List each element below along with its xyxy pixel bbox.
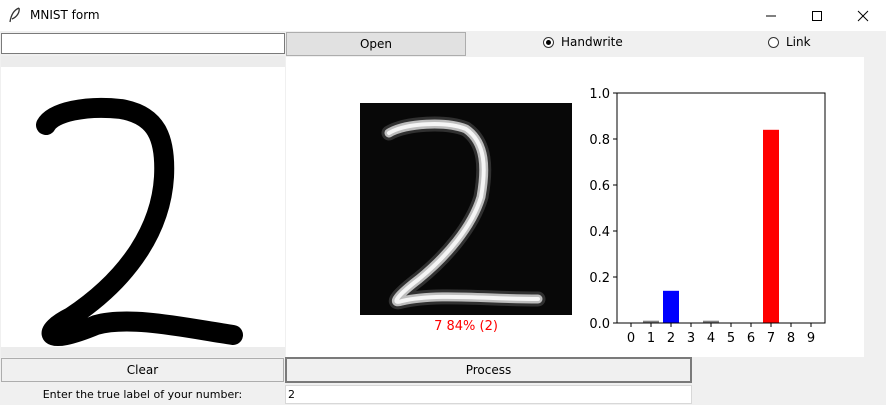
y-tick-label: 0.8 [589, 133, 610, 148]
x-tick-label: 5 [727, 331, 735, 346]
canvas-border-top [1, 56, 285, 67]
radio-link-label: Link [786, 35, 811, 49]
y-tick-label: 0.2 [589, 271, 610, 286]
title-bar: MNIST form [0, 0, 886, 31]
chart-axes-frame [616, 92, 826, 324]
radio-handwrite[interactable]: Handwrite [543, 35, 643, 51]
maximize-icon [812, 11, 822, 21]
x-tick-label: 1 [647, 331, 655, 346]
y-tick-label: 0.4 [589, 225, 610, 240]
bar-digit-4 [703, 320, 719, 323]
close-button[interactable] [840, 0, 886, 31]
drawing-canvas[interactable] [1, 67, 285, 347]
radio-indicator [768, 37, 779, 48]
minimize-icon [766, 15, 776, 17]
y-tick-label: 1.0 [589, 87, 610, 102]
bar-digit-2 [663, 290, 679, 323]
prediction-caption: 7 84% (2) [434, 319, 498, 334]
x-tick-label: 4 [707, 331, 715, 346]
canvas-border-bottom [1, 347, 285, 357]
x-tick-label: 7 [767, 331, 775, 346]
x-tick-label: 2 [667, 331, 675, 346]
bar-digit-1 [643, 320, 659, 323]
probability-bar-chart: 0.0 0.2 0.4 0.6 0.8 1.0 0 1 2 3 4 5 6 7 8 9 [589, 87, 826, 346]
process-button[interactable]: Process [285, 357, 692, 383]
y-tick-label: 0.6 [589, 179, 610, 194]
open-button[interactable]: Open [286, 32, 466, 56]
main-form: Open Handwrite Link 7 84% (2) 0.0 0 [0, 31, 886, 405]
close-icon [857, 10, 869, 22]
radio-link[interactable]: Link [768, 35, 828, 51]
x-tick-label: 9 [807, 331, 815, 346]
true-label-input[interactable]: 2 [285, 385, 692, 404]
radio-indicator [543, 37, 554, 48]
radio-handwrite-label: Handwrite [561, 35, 623, 49]
mnist-preview-image [360, 103, 572, 315]
y-tick-label: 0.0 [589, 317, 610, 332]
true-label-prompt: Enter the true label of your number: [42, 388, 243, 401]
result-figure: 7 84% (2) 0.0 0.2 0.4 0.6 0.8 1.0 0 1 2 3 4 5 6 7 8 9 [286, 57, 864, 357]
minimize-button[interactable] [748, 0, 794, 31]
clear-button[interactable]: Clear [1, 358, 284, 382]
feather-icon [8, 7, 22, 23]
result-figure-svg: 7 84% (2) 0.0 0.2 0.4 0.6 0.8 1.0 0 1 2 3 4 5 6 7 8 9 [360, 87, 826, 346]
x-tick-label: 0 [627, 331, 635, 346]
maximize-button[interactable] [794, 0, 840, 31]
handwritten-digit-drawing [36, 97, 243, 347]
x-tick-label: 3 [687, 331, 695, 346]
x-tick-label: 6 [747, 331, 755, 346]
bar-digit-7 [763, 129, 779, 323]
window-title: MNIST form [30, 8, 100, 22]
path-input[interactable] [1, 33, 285, 54]
x-tick-label: 8 [787, 331, 795, 346]
